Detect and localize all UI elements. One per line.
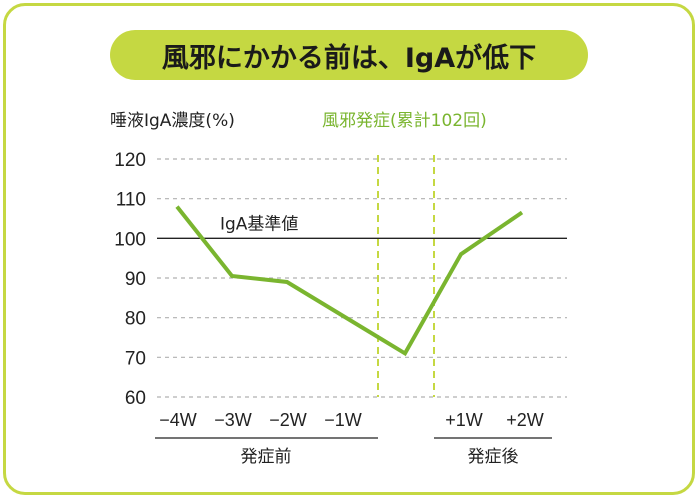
x-tick-label: −4W xyxy=(159,410,197,430)
onset-subtitle: 風邪発症(累計102回) xyxy=(322,111,487,131)
group-label-before: 発症前 xyxy=(241,447,292,467)
x-tick-label: +1W xyxy=(445,410,483,430)
x-tick-label: +2W xyxy=(506,410,544,430)
y-tick-label: 80 xyxy=(125,309,146,330)
y-axis-label: 唾液IgA濃度(%) xyxy=(110,111,235,131)
y-tick-label: 70 xyxy=(125,348,146,369)
x-tick-label: −2W xyxy=(269,410,307,430)
y-tick-label: 90 xyxy=(125,269,146,290)
y-tick-label: 120 xyxy=(114,150,146,171)
group-label-after: 発症後 xyxy=(468,447,519,467)
series-line xyxy=(175,205,524,357)
y-tick-label: 100 xyxy=(114,229,146,250)
x-tick-label: −1W xyxy=(324,410,362,430)
x-tick-label: −3W xyxy=(214,410,252,430)
y-tick-label: 60 xyxy=(125,388,146,409)
reference-line-label: IgA基準値 xyxy=(220,214,298,234)
chart-title: 風邪にかかる前は、IgAが低下 xyxy=(110,30,588,80)
chart-frame xyxy=(3,3,695,495)
y-tick-label: 110 xyxy=(116,190,146,211)
